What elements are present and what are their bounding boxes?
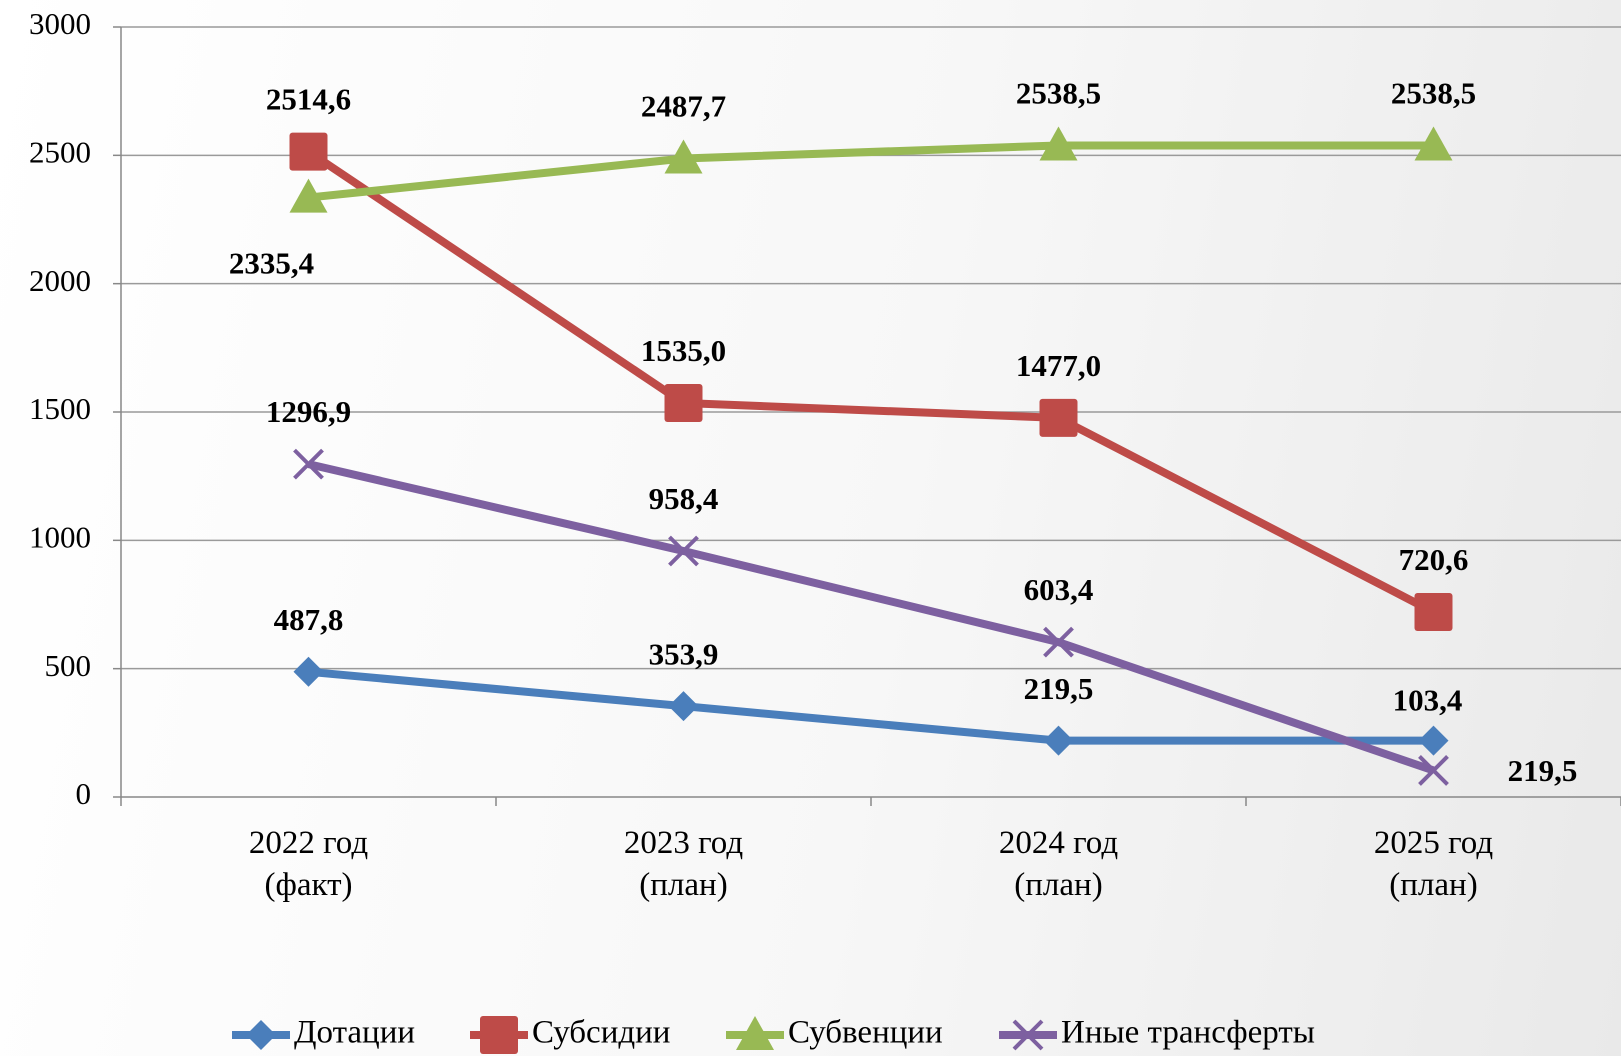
x-tick-label: 2025 год (план) bbox=[1374, 825, 1494, 903]
value-label: 219,5 bbox=[1508, 753, 1578, 788]
legend-label: Дотации bbox=[294, 1015, 415, 1051]
value-label: 603,4 bbox=[1024, 572, 1094, 607]
x-tick-label-line: 2025 год bbox=[1374, 825, 1494, 861]
series-line bbox=[309, 145, 1434, 197]
marker bbox=[1415, 593, 1453, 631]
x-tick-label: 2023 год (план) bbox=[624, 825, 744, 903]
x-tick-label: 2024 год (план) bbox=[999, 825, 1119, 903]
marker bbox=[1044, 726, 1074, 756]
marker bbox=[669, 691, 699, 721]
legend-label: Субсидии bbox=[532, 1015, 670, 1051]
y-tick-label: 500 bbox=[45, 648, 92, 683]
value-label: 958,4 bbox=[649, 481, 719, 516]
x-tick-label-line: (факт) bbox=[264, 867, 352, 903]
series-line bbox=[309, 152, 1434, 612]
legend-label: Иные трансферты bbox=[1061, 1015, 1315, 1051]
x-tick-label-line: 2024 год bbox=[999, 825, 1119, 861]
x-tick-label-line: (план) bbox=[1389, 867, 1477, 903]
x-tick-label-line: 2022 год bbox=[249, 825, 369, 861]
legend-item: Субсидии bbox=[470, 1015, 670, 1054]
legend-item: Субвенции bbox=[726, 1015, 943, 1051]
value-label: 103,4 bbox=[1393, 683, 1463, 718]
value-label: 2335,4 bbox=[229, 246, 314, 281]
chart: 0500100015002000250030002022 год(факт)20… bbox=[0, 0, 1621, 1056]
x-tick-label-line: 2023 год bbox=[624, 825, 744, 861]
value-label: 1296,9 bbox=[266, 394, 351, 429]
legend-item: Дотации bbox=[232, 1015, 415, 1051]
value-label: 2487,7 bbox=[641, 89, 726, 124]
value-label: 2538,5 bbox=[1391, 76, 1476, 111]
marker bbox=[1419, 726, 1449, 756]
y-tick-label: 2000 bbox=[29, 263, 91, 298]
y-tick-label: 1000 bbox=[29, 519, 91, 554]
marker bbox=[665, 384, 703, 422]
marker bbox=[290, 133, 328, 171]
value-label: 720,6 bbox=[1399, 542, 1469, 577]
value-label: 353,9 bbox=[649, 636, 719, 671]
legend-label: Субвенции bbox=[788, 1015, 943, 1051]
y-tick-label: 1500 bbox=[29, 391, 91, 426]
value-label: 1477,0 bbox=[1016, 348, 1101, 383]
x-tick-label-line: (план) bbox=[1014, 867, 1102, 903]
marker bbox=[294, 657, 324, 687]
y-tick-label: 0 bbox=[76, 776, 92, 811]
value-label: 1535,0 bbox=[641, 333, 726, 368]
marker bbox=[1040, 399, 1078, 437]
marker bbox=[246, 1020, 276, 1050]
x-tick-label: 2022 год (факт) bbox=[249, 825, 369, 903]
y-tick-label: 2500 bbox=[29, 134, 91, 169]
y-tick-label: 3000 bbox=[29, 6, 91, 41]
marker bbox=[480, 1016, 518, 1054]
value-label: 2538,5 bbox=[1016, 76, 1101, 111]
series-line bbox=[309, 672, 1434, 741]
value-label: 487,8 bbox=[274, 602, 344, 637]
value-label: 219,5 bbox=[1024, 671, 1094, 706]
value-label: 2514,6 bbox=[266, 82, 351, 117]
x-tick-label-line: (план) bbox=[639, 867, 727, 903]
legend-item: Иные трансферты bbox=[999, 1015, 1315, 1051]
